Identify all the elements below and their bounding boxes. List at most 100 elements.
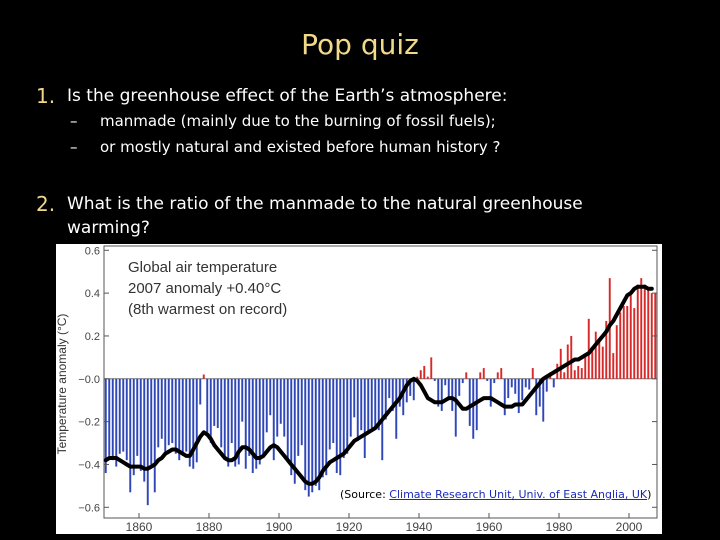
bar-1933 xyxy=(395,378,398,439)
bar-1998 xyxy=(622,305,625,379)
question-2-number: 2. xyxy=(36,192,56,216)
bar-1930 xyxy=(384,378,387,420)
bar-1962 xyxy=(496,372,499,379)
bar-1925 xyxy=(367,378,370,433)
bar-1924 xyxy=(363,378,366,459)
question-1-number: 1. xyxy=(36,84,56,108)
question-2-text-line1: What is the ratio of the manmade to the … xyxy=(67,194,583,214)
bar-1948 xyxy=(447,378,450,399)
bar-1950 xyxy=(454,378,457,437)
bar-1888 xyxy=(237,378,240,465)
bar-1856 xyxy=(125,378,128,461)
bar-1959 xyxy=(486,378,489,381)
bar-1935 xyxy=(402,378,405,416)
bar-2006 xyxy=(650,293,653,379)
bar-1896 xyxy=(265,378,268,433)
bar-1995 xyxy=(612,353,615,379)
plot-frame xyxy=(103,245,658,519)
x-tick-label: 1860 xyxy=(126,520,153,534)
bar-1880 xyxy=(209,378,212,444)
bar-1886 xyxy=(230,378,233,444)
bar-1855 xyxy=(122,378,125,452)
y-tick-label: 0.2 xyxy=(85,331,100,343)
bar-1868 xyxy=(167,378,170,446)
bar-1980 xyxy=(559,348,562,379)
bar-1861 xyxy=(143,378,146,482)
bar-1966 xyxy=(510,378,513,388)
bullet-dash: – xyxy=(70,138,78,156)
bar-1900 xyxy=(279,378,282,424)
bar-1854 xyxy=(118,378,121,454)
bar-2000 xyxy=(629,290,632,379)
source-suffix: ) xyxy=(647,488,652,501)
bar-1860 xyxy=(139,378,142,471)
bar-1875 xyxy=(192,378,195,469)
bar-1952 xyxy=(461,378,464,384)
bar-1960 xyxy=(489,378,492,407)
x-tick-label: 2000 xyxy=(616,520,643,534)
bar-1895 xyxy=(262,378,265,459)
bar-1894 xyxy=(258,378,261,465)
bar-1949 xyxy=(451,378,454,411)
question-1-text: Is the greenhouse effect of the Earth’s … xyxy=(67,86,508,106)
bar-1889 xyxy=(241,378,244,422)
bar-1947 xyxy=(444,378,447,386)
bar-1882 xyxy=(216,378,219,429)
bar-1957 xyxy=(479,372,482,379)
bar-1869 xyxy=(171,378,174,444)
bar-1893 xyxy=(255,378,258,469)
bar-1967 xyxy=(514,378,517,394)
bar-1996 xyxy=(615,325,618,379)
bar-1883 xyxy=(220,378,223,448)
bar-1999 xyxy=(626,305,629,379)
question-1-option-manmade: manmade (mainly due to the burning of fo… xyxy=(100,112,496,130)
bar-1859 xyxy=(136,378,139,456)
bar-1946 xyxy=(440,378,443,411)
bar-1887 xyxy=(234,378,237,467)
bar-1978 xyxy=(552,378,555,388)
bar-1851 xyxy=(108,378,111,456)
bar-1997 xyxy=(619,312,622,379)
bar-1879 xyxy=(206,378,209,433)
bar-1908 xyxy=(307,378,310,497)
bar-1931 xyxy=(388,378,391,399)
bar-1852 xyxy=(111,378,114,461)
y-tick-label: 0.4 xyxy=(85,288,100,300)
bar-1874 xyxy=(188,378,191,467)
bar-1974 xyxy=(538,378,541,407)
temperature-chart-svg: 0.6 0.4 0.2 −0.0 −0.2 −0.4 −0.6 1860 1880 1900 19… xyxy=(55,244,662,534)
smoothed-trend-line xyxy=(103,284,654,486)
bar-1927 xyxy=(374,378,377,426)
bar-1938 xyxy=(412,378,415,401)
bar-1968 xyxy=(517,378,520,414)
source-link[interactable]: Climate Research Unit, Univ. of East Ang… xyxy=(389,488,648,501)
bar-1906 xyxy=(300,378,303,446)
bar-1909 xyxy=(311,378,314,493)
bar-1934 xyxy=(398,378,401,407)
bar-1969 xyxy=(521,378,524,401)
bar-1891 xyxy=(248,378,251,456)
bar-1907 xyxy=(304,378,307,491)
x-tick-label: 1920 xyxy=(336,520,363,534)
y-tick-label: 0.6 xyxy=(85,245,100,257)
bar-1961 xyxy=(493,378,496,384)
x-tick-label: 1980 xyxy=(546,520,573,534)
bar-1944 xyxy=(433,378,436,381)
bar-1988 xyxy=(587,318,590,379)
bar-1984 xyxy=(573,370,576,379)
bar-1970 xyxy=(524,378,527,388)
bar-1987 xyxy=(584,355,587,379)
chart-background xyxy=(56,244,662,534)
question-2-text-line2: warming? xyxy=(67,218,150,238)
bar-1910 xyxy=(314,378,317,486)
bar-1926 xyxy=(370,378,373,429)
bar-1878 xyxy=(202,374,205,379)
bar-1904 xyxy=(293,378,296,484)
bar-1905 xyxy=(297,378,300,456)
bar-1853 xyxy=(115,378,118,467)
bar-2003 xyxy=(640,278,643,379)
bar-1897 xyxy=(269,378,272,416)
bar-1951 xyxy=(458,378,461,396)
bar-1954 xyxy=(468,378,471,426)
slide-title: Pop quiz xyxy=(301,28,419,61)
